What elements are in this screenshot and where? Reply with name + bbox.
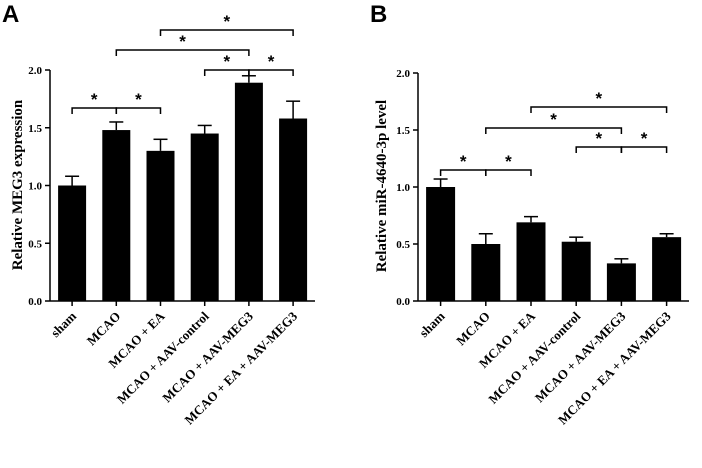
panel-a-significance-star: * bbox=[223, 12, 230, 31]
panel-b-significance-star: * bbox=[595, 89, 602, 108]
panel-a-letter: A bbox=[2, 1, 19, 28]
panel-b-significance-bracket bbox=[485, 169, 532, 176]
panel-b-y-axis-title: Relative miR-4640-3p level bbox=[374, 100, 390, 272]
panel-a-y-tick-label: 1.0 bbox=[28, 181, 42, 193]
panel-b-significance-star: * bbox=[595, 129, 602, 148]
panel-a-significance-star: * bbox=[179, 32, 186, 51]
panel-b-significance-bracket bbox=[620, 146, 668, 153]
panel-b-y-tick-label: 2.0 bbox=[396, 68, 410, 80]
panel-b-y-tick-label: 0.5 bbox=[396, 239, 410, 251]
panel-a-significance-bracket bbox=[159, 29, 294, 36]
panel-a-category-label: sham bbox=[48, 308, 80, 340]
panel-a-y-tick-label: 2.0 bbox=[28, 65, 42, 77]
panel-b-letter: B bbox=[370, 1, 387, 28]
panel-a-bar bbox=[190, 133, 219, 301]
panel-a-bar bbox=[146, 150, 175, 301]
panel-a-significance-bracket bbox=[115, 49, 250, 56]
panel-b-significance-bracket bbox=[485, 127, 623, 134]
panel-a-y-tick-label: 1.5 bbox=[28, 123, 42, 135]
panel-b-bar bbox=[516, 222, 546, 301]
panel-b-bar bbox=[652, 237, 682, 301]
panel-b-significance-star: * bbox=[550, 110, 557, 129]
panel-b-bar bbox=[471, 244, 501, 301]
panel-a-bar bbox=[234, 82, 263, 301]
panel-b-bar bbox=[606, 263, 636, 301]
panel-b: B Relative miR-4640-3p level 0.0 0.5 1.0 1.… bbox=[370, 1, 689, 427]
panel-a-significance-star: * bbox=[223, 52, 230, 71]
panel-a-significance-star: * bbox=[135, 90, 142, 109]
panel-b-y-tick-label: 0.0 bbox=[396, 296, 410, 308]
panel-a-bar bbox=[279, 118, 308, 301]
panel-a-bar bbox=[58, 185, 87, 301]
panel-b-significance-star: * bbox=[505, 152, 512, 171]
panel-a-significance-star: * bbox=[268, 52, 275, 71]
panel-b-y-tick-label: 1.5 bbox=[396, 125, 410, 137]
panel-a: A Relative MEG3 expression 0.0 0.5 1.0 1.5 2… bbox=[2, 1, 315, 427]
panel-b-category-label: sham bbox=[416, 308, 448, 340]
panel-a-significance-star: * bbox=[91, 90, 98, 109]
panel-b-category-label: MCAO bbox=[453, 309, 493, 349]
panel-a-y-tick-label: 0.5 bbox=[28, 238, 42, 250]
panel-b-significance-star: * bbox=[460, 152, 467, 171]
panel-a-y-tick-label: 0.0 bbox=[28, 296, 42, 308]
panel-a-y-axis-title: Relative MEG3 expression bbox=[10, 99, 26, 270]
panel-a-category-label: MCAO bbox=[84, 309, 124, 349]
panel-b-significance-bracket bbox=[530, 106, 668, 113]
panel-a-bar bbox=[102, 130, 131, 301]
panel-b-bar bbox=[561, 241, 591, 301]
panel-b-bar bbox=[426, 187, 456, 301]
panel-a-significance-bracket bbox=[248, 69, 294, 76]
panel-b-significance-star: * bbox=[641, 129, 648, 148]
panel-a-significance-bracket bbox=[115, 107, 162, 114]
panel-b-y-tick-label: 1.0 bbox=[396, 182, 410, 194]
